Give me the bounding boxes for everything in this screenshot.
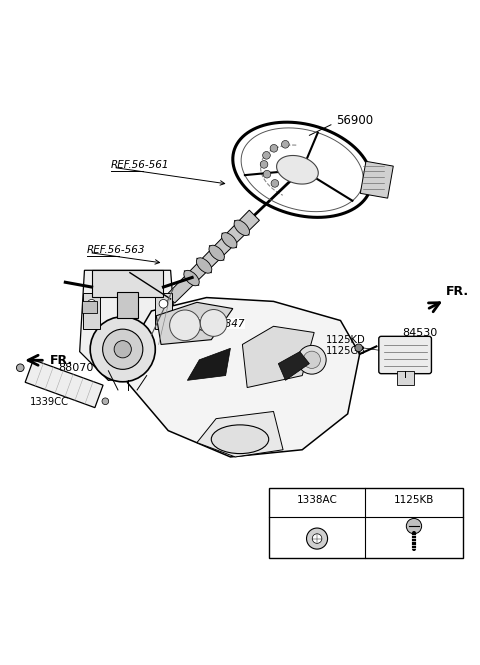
Ellipse shape bbox=[221, 233, 237, 248]
Text: FR.: FR. bbox=[446, 285, 469, 297]
Circle shape bbox=[307, 528, 327, 549]
Circle shape bbox=[303, 351, 321, 368]
Circle shape bbox=[260, 160, 268, 168]
Circle shape bbox=[114, 340, 132, 358]
Circle shape bbox=[263, 170, 271, 178]
Text: REF.56-561: REF.56-561 bbox=[111, 160, 169, 170]
Circle shape bbox=[169, 310, 200, 340]
Circle shape bbox=[263, 152, 270, 159]
Bar bbox=[83, 293, 100, 329]
Ellipse shape bbox=[184, 271, 199, 286]
Ellipse shape bbox=[209, 245, 224, 261]
Text: FR.: FR. bbox=[50, 354, 73, 367]
Polygon shape bbox=[167, 210, 259, 303]
Bar bbox=[117, 292, 138, 318]
Ellipse shape bbox=[211, 425, 269, 454]
Bar bbox=[92, 270, 163, 297]
Circle shape bbox=[16, 364, 24, 372]
Circle shape bbox=[271, 180, 279, 188]
Text: 1125GB: 1125GB bbox=[326, 346, 366, 356]
Polygon shape bbox=[242, 327, 314, 388]
Circle shape bbox=[406, 519, 421, 534]
Text: 1339CC: 1339CC bbox=[29, 397, 69, 407]
Text: REF.56-563: REF.56-563 bbox=[87, 245, 145, 255]
Text: 84530: 84530 bbox=[402, 327, 437, 338]
Polygon shape bbox=[276, 156, 318, 184]
Circle shape bbox=[355, 344, 362, 352]
Text: REF.84-847: REF.84-847 bbox=[186, 319, 245, 329]
Text: 1338AC: 1338AC bbox=[297, 495, 337, 505]
Circle shape bbox=[102, 398, 108, 404]
Polygon shape bbox=[25, 360, 103, 408]
Bar bbox=[360, 162, 393, 198]
Circle shape bbox=[87, 299, 96, 308]
Bar bbox=[269, 487, 463, 559]
Circle shape bbox=[90, 317, 156, 382]
Circle shape bbox=[281, 140, 289, 148]
Circle shape bbox=[298, 345, 326, 374]
Bar bbox=[82, 301, 97, 313]
Polygon shape bbox=[187, 348, 230, 380]
Text: 56900: 56900 bbox=[336, 114, 373, 128]
FancyBboxPatch shape bbox=[379, 336, 432, 374]
Circle shape bbox=[270, 144, 278, 152]
Circle shape bbox=[159, 299, 168, 308]
Polygon shape bbox=[156, 303, 233, 344]
Text: 1125KD: 1125KD bbox=[326, 334, 366, 344]
Ellipse shape bbox=[196, 258, 212, 273]
Bar bbox=[155, 293, 172, 329]
Polygon shape bbox=[197, 412, 283, 457]
Polygon shape bbox=[128, 297, 360, 457]
Circle shape bbox=[312, 534, 322, 543]
Circle shape bbox=[103, 329, 143, 369]
Polygon shape bbox=[278, 352, 310, 380]
Polygon shape bbox=[80, 270, 175, 380]
Ellipse shape bbox=[234, 220, 250, 235]
Bar bbox=[396, 371, 414, 384]
Circle shape bbox=[200, 309, 227, 336]
Text: 88070: 88070 bbox=[58, 363, 94, 373]
Text: 1125KB: 1125KB bbox=[394, 495, 434, 505]
